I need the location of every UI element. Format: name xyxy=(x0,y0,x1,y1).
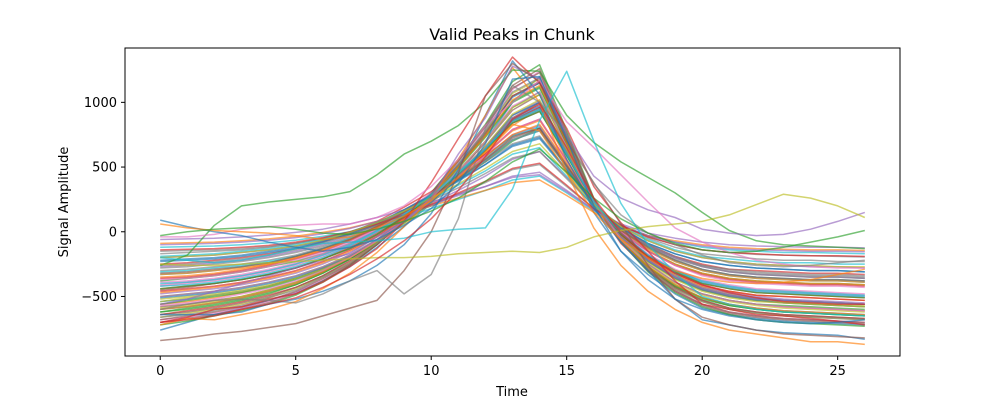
y-axis-label: Signal Amplitude xyxy=(57,147,72,258)
series-line-35 xyxy=(160,174,865,249)
series-line-67 xyxy=(160,79,865,269)
series-line-63 xyxy=(159,69,865,267)
series-line-39 xyxy=(160,93,865,313)
series-line-74 xyxy=(160,102,865,324)
series-line-73 xyxy=(160,148,865,254)
series-line-36 xyxy=(160,80,865,320)
series-line-71 xyxy=(160,75,865,325)
x-tick-label: 25 xyxy=(829,364,846,379)
x-tick-label: 0 xyxy=(156,364,164,379)
series-line-59 xyxy=(160,143,865,268)
y-tick-label: 0 xyxy=(109,225,117,240)
x-tick-label: 5 xyxy=(292,364,300,379)
series-line-22 xyxy=(160,179,865,252)
series-line-70 xyxy=(160,70,865,317)
x-tick-label: 15 xyxy=(558,364,575,379)
series-line-10 xyxy=(160,175,865,255)
y-tick-label: −500 xyxy=(81,290,117,305)
series-line-52 xyxy=(160,84,865,316)
y-tick-label: 500 xyxy=(92,161,117,176)
series-line-53 xyxy=(160,110,865,299)
series-line-38 xyxy=(160,128,865,280)
x-axis: 0 5 10 15 20 25 xyxy=(156,356,846,379)
series-line-72 xyxy=(160,123,865,285)
series-line-57 xyxy=(160,91,865,312)
series-line-51 xyxy=(160,136,865,273)
y-tick-label: 1000 xyxy=(84,96,117,111)
series-line-45 xyxy=(160,171,865,253)
series-line-56 xyxy=(160,127,865,282)
series-line-69 xyxy=(160,193,866,267)
x-tick-label: 10 xyxy=(423,364,440,379)
series-line-66 xyxy=(160,62,865,342)
x-axis-label: Time xyxy=(495,385,528,400)
plot-frame xyxy=(124,47,901,357)
series-line-64 xyxy=(160,56,865,326)
series-line-8 xyxy=(160,135,865,278)
plot-lines xyxy=(159,56,866,346)
series-line-40 xyxy=(160,146,865,265)
series-line-65 xyxy=(160,65,866,305)
series-line-58 xyxy=(160,77,865,321)
series-line-50 xyxy=(160,109,865,296)
series-line-68 xyxy=(160,84,865,311)
series-line-49 xyxy=(160,99,865,308)
series-line-55 xyxy=(160,104,865,305)
y-axis: −500 0 500 1000 xyxy=(81,96,125,305)
chart-title: Valid Peaks in Chunk xyxy=(429,25,595,44)
x-tick-label: 20 xyxy=(694,364,711,379)
series-line-60 xyxy=(160,108,865,298)
